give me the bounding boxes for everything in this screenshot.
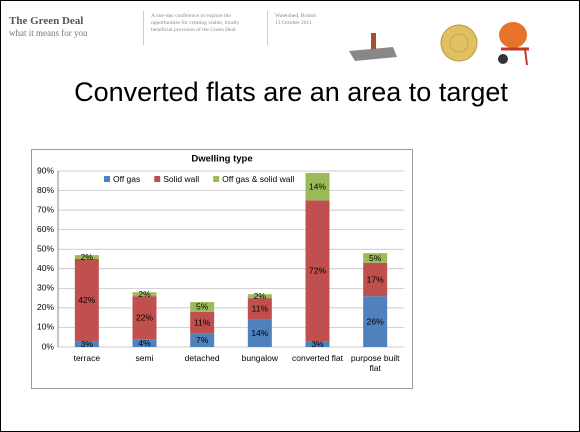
data-label: 42%: [78, 295, 95, 305]
brand: The Green Deal: [9, 15, 84, 27]
x-tick-label: terrace: [73, 353, 101, 363]
chart: Dwelling type 0% 10% 20% 30% 40% 50% 60% 70% 80%…: [37, 154, 404, 351]
x-tick-label: converted flat: [291, 353, 344, 363]
data-label: 5%: [369, 253, 382, 263]
bar-segment: [132, 292, 157, 297]
trowel-blade: [349, 47, 397, 61]
legend-label: Solid wall: [163, 174, 199, 184]
bar-segment: [74, 259, 99, 342]
data-label: 14%: [251, 328, 268, 338]
legend-swatch: [213, 176, 220, 182]
bar-segment: [305, 341, 330, 347]
y-tick-label: 30%: [37, 283, 54, 293]
bar-segment: [363, 296, 388, 347]
separator: [267, 11, 268, 45]
y-tick-label: 40%: [37, 263, 54, 273]
data-label: 22%: [136, 312, 153, 322]
date: 13 October 2011: [275, 20, 312, 26]
bar-segment: [247, 319, 272, 347]
data-label: 11%: [194, 317, 211, 327]
bar-segment: [132, 339, 157, 347]
slide-title: Converted flats are an area to target: [74, 77, 508, 107]
y-tick-label: 0%: [42, 341, 55, 351]
trowel-handle: [371, 33, 376, 49]
y-tick-label: 10%: [37, 322, 54, 332]
description: A one-day conference to explore the oppo…: [151, 13, 240, 33]
data-label: 5%: [196, 302, 209, 312]
mixer-drum: [499, 22, 527, 48]
x-tick-label: purpose built flat: [350, 353, 400, 373]
y-tick-label: 90%: [37, 165, 54, 175]
bar-segment: [74, 341, 99, 347]
bar-segment: [190, 302, 215, 312]
hay-bale-ring: [449, 33, 469, 53]
legend-label: Off gas: [113, 174, 140, 184]
mixer-leg: [524, 48, 528, 66]
venue-name: Watershed, Bristol: [275, 13, 316, 19]
hay-bale: [440, 24, 478, 62]
y-tick-label: 80%: [37, 185, 54, 195]
venue: Watershed, Bristol 13 October 2011: [275, 13, 355, 27]
legend-swatch: [154, 176, 161, 182]
bar-segment: [305, 200, 330, 342]
data-label: 11%: [252, 304, 269, 314]
bar-segment: [247, 294, 272, 299]
mixer-wheel: [498, 54, 508, 64]
tagline: what it means for you: [9, 28, 88, 38]
bar-segment: [363, 253, 388, 263]
x-tick-label: detached: [184, 353, 220, 363]
legend-label: Off gas & solid wall: [222, 174, 294, 184]
bar-segment: [74, 255, 99, 259]
data-label: 7%: [196, 335, 209, 345]
y-tick-label: 70%: [37, 204, 54, 214]
bar-segment: [247, 298, 272, 320]
data-label: 26%: [367, 316, 384, 326]
bar-segment: [190, 333, 215, 347]
data-label: 17%: [367, 274, 384, 284]
legend-swatch: [104, 176, 110, 182]
y-tick-label: 20%: [37, 302, 54, 312]
data-label: 4%: [138, 338, 151, 348]
bar-segment: [363, 262, 388, 297]
data-label: 2%: [138, 289, 151, 299]
y-tick-label: 60%: [37, 224, 54, 234]
separator: [143, 11, 144, 45]
bar-segment: [190, 311, 215, 334]
bar-segment: [305, 172, 330, 201]
x-tick-label: semi: [135, 353, 154, 363]
header-images: [349, 22, 529, 66]
data-label: 3%: [81, 339, 94, 349]
data-label: 2%: [254, 291, 267, 301]
data-label: 3%: [311, 339, 324, 349]
data-label: 14%: [309, 181, 326, 191]
bar-segment: [132, 296, 157, 340]
x-tick-label: bungalow: [241, 353, 279, 363]
data-label: 2%: [81, 252, 94, 262]
chart-box: Dwelling type 0% 10% 20% 30% 40% 50% 60% 70% 80%…: [31, 149, 413, 389]
data-label: 72%: [309, 265, 326, 275]
chart-title: Dwelling type: [191, 154, 252, 165]
y-tick-label: 50%: [37, 243, 54, 253]
